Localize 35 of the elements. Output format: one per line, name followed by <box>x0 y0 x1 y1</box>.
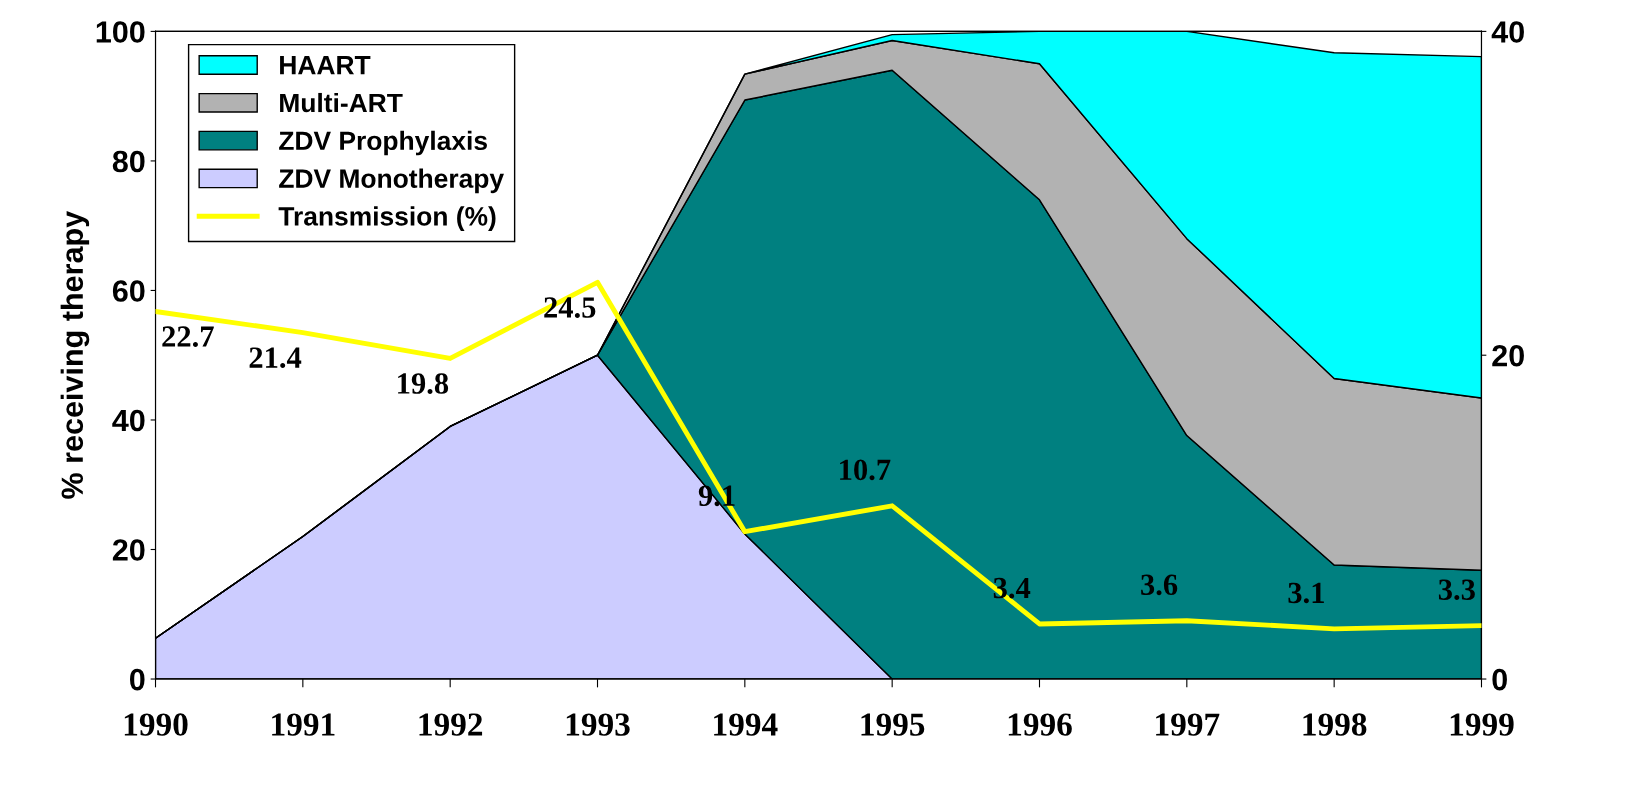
y-tick-label: 20 <box>112 539 145 561</box>
y2-tick-label: 0 <box>1492 668 1507 691</box>
legend-label: HAART <box>280 56 371 75</box>
x-tick-label: 1999 <box>1450 713 1514 736</box>
legend-label: Transmission (%) <box>278 206 496 231</box>
legend-label: Multi-ART <box>280 92 403 113</box>
legend-label: ZDV Monotherapy <box>279 168 504 194</box>
data-label: 3.1 <box>1288 582 1324 604</box>
y-tick-label: 80 <box>112 150 145 173</box>
y-tick-label: 100 <box>96 21 145 43</box>
data-label: 3.3 <box>1438 579 1475 601</box>
y-tick-label: 40 <box>112 409 145 432</box>
data-label: 22.7 <box>162 326 214 348</box>
x-tick-label: 1994 <box>714 713 778 736</box>
data-label: 9.1 <box>698 485 735 507</box>
x-tick-label: 1992 <box>419 713 483 736</box>
line-series <box>155 279 1482 632</box>
y-tick-label: 60 <box>112 280 145 302</box>
data-label: 19.8 <box>398 373 449 394</box>
x-tick-label: 1990 <box>124 713 188 736</box>
data-label: 10.7 <box>840 459 891 481</box>
x-tick-label: 1997 <box>1156 713 1220 736</box>
y-tick-label: 0 <box>130 668 145 691</box>
data-label: 21.4 <box>249 347 302 369</box>
y2-tick-label: 20 <box>1492 344 1524 367</box>
data-label: 24.5 <box>544 297 596 318</box>
y-axis-title: % receiving therapy <box>60 211 90 499</box>
data-label: 3.6 <box>1141 574 1178 596</box>
x-tick-label: 1998 <box>1303 713 1367 736</box>
x-tick-label: 1993 <box>566 713 630 736</box>
x-tick-label: 1991 <box>272 713 335 736</box>
legend-label: ZDV Prophylaxis <box>279 130 487 156</box>
x-tick-label: 1996 <box>1008 713 1072 736</box>
y2-tick-label: 40 <box>1491 21 1524 43</box>
x-tick-label: 1995 <box>861 713 925 736</box>
